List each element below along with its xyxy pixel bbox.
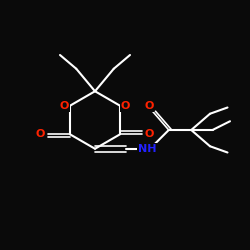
Text: O: O (145, 130, 154, 140)
Text: NH: NH (138, 144, 157, 154)
Text: O: O (121, 100, 130, 110)
Text: O: O (60, 100, 69, 110)
Text: O: O (144, 101, 154, 111)
Text: O: O (36, 130, 45, 140)
